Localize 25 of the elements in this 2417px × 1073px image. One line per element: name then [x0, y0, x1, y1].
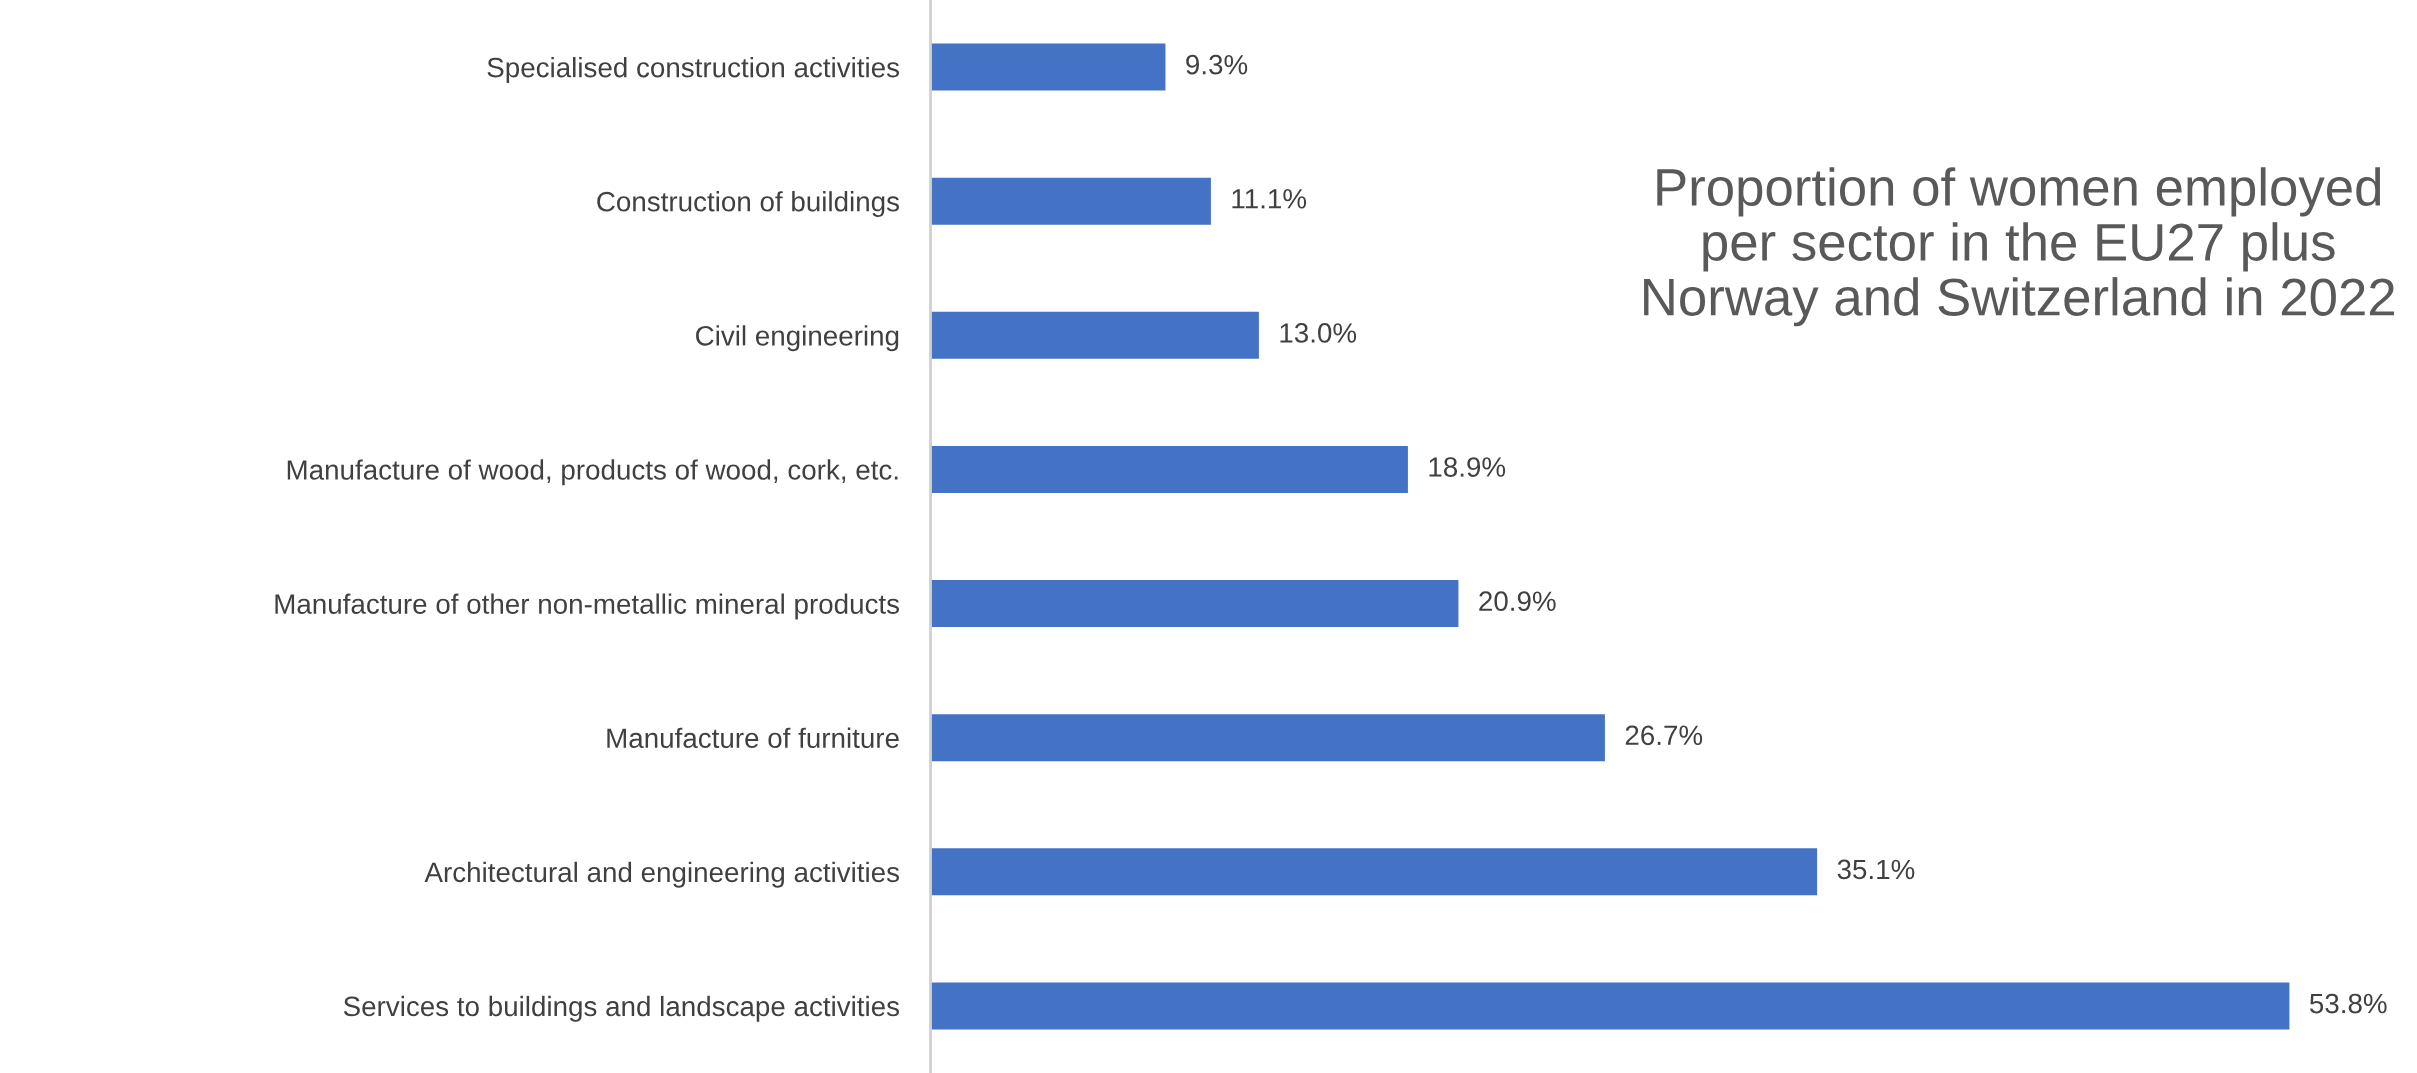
- bar: [930, 43, 1166, 91]
- bar: [930, 177, 1211, 225]
- bar: [930, 580, 1459, 628]
- data-label: 11.1%: [1232, 189, 1307, 209]
- data-label: 53.8%: [2309, 993, 2387, 1014]
- y-tick-label: Services to buildings and landscape activities: [343, 995, 900, 1022]
- y-tick-label: Civil engineering: [696, 325, 899, 352]
- y-tick-label: Specialised construction activities: [487, 57, 900, 83]
- bar: [930, 982, 2290, 1030]
- data-label: 9.3%: [1186, 54, 1248, 75]
- data-label: 18.9%: [1429, 457, 1506, 477]
- data-label: 35.1%: [1837, 859, 1915, 880]
- y-tick-label: Manufacture of other non-metallic mineral products: [275, 593, 900, 620]
- y-tick-label: Construction of buildings: [597, 191, 900, 218]
- bar: [930, 311, 1259, 359]
- y-tick-label: Architectural and engineering activities: [424, 861, 900, 888]
- data-label: 13.0%: [1280, 323, 1357, 343]
- bar: [930, 848, 1818, 896]
- data-label: 20.9%: [1479, 591, 1556, 612]
- y-tick-label: Manufacture of furniture: [607, 727, 899, 749]
- y-tick-label: Manufacture of wood, products of wood, cork, etc.: [287, 459, 898, 486]
- text: Proportion of women employed per sector in the EU27 plus Norway and Switzerland in 2022: [1644, 167, 2395, 327]
- bar: [930, 714, 1605, 762]
- bar: [930, 445, 1408, 493]
- data-label: 26.7%: [1625, 725, 1703, 746]
